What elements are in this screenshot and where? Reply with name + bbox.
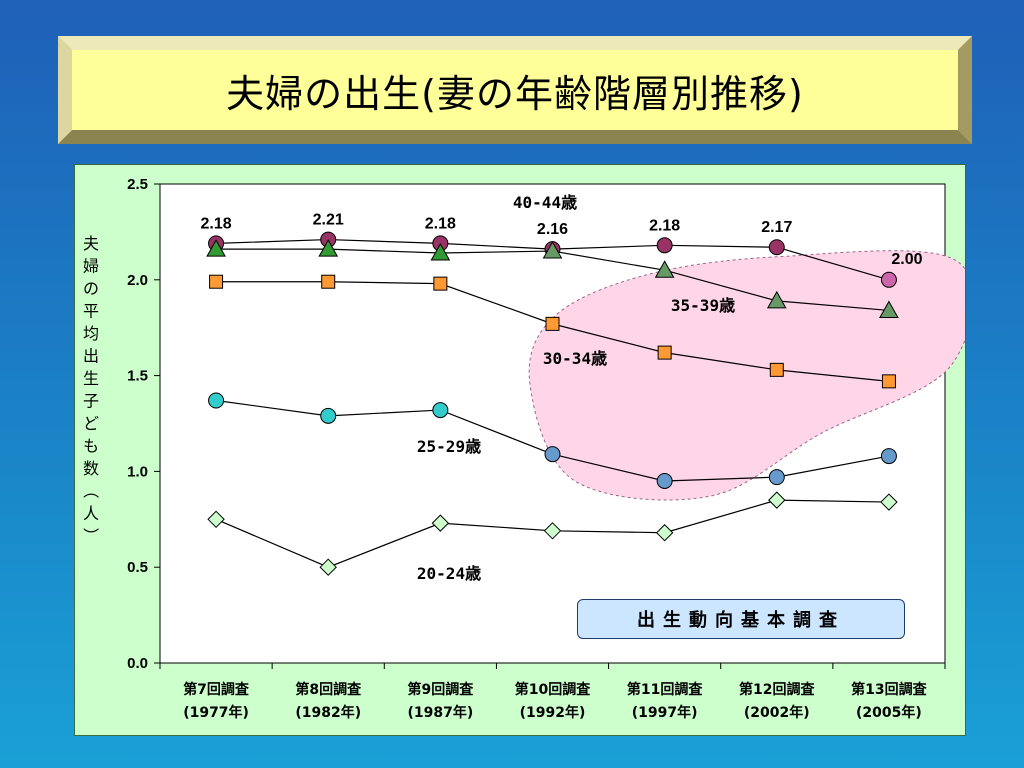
data-point (657, 345, 672, 360)
y-axis-label-char: の (83, 279, 99, 298)
title-bevel-left (58, 36, 72, 144)
data-label: 2.21 (313, 212, 344, 229)
data-label: 2.16 (537, 221, 568, 238)
y-axis-label-char: 数 (83, 459, 99, 478)
y-axis-label-char: 人 (83, 504, 99, 523)
series-label: 35-39歳 (671, 296, 735, 315)
x-tick-label: 第12回調査 (739, 681, 815, 698)
data-point (655, 524, 674, 542)
y-axis-label-char: 子 (83, 392, 99, 411)
series-label: 30-34歳 (543, 349, 607, 368)
y-tick-label: 2.0 (127, 272, 148, 289)
series-label: 25-29歳 (417, 437, 481, 456)
x-tick-label: 第7回調査 (183, 681, 250, 698)
data-point (432, 402, 449, 419)
y-tick-label: 0.0 (127, 655, 148, 672)
x-tick-label-year: (1987年) (407, 704, 473, 721)
data-point (879, 300, 899, 318)
data-point (320, 407, 337, 424)
data-point (543, 522, 562, 540)
series-label: 40-44歳 (513, 193, 577, 212)
data-point (542, 241, 563, 259)
data-point (766, 290, 787, 309)
y-axis-label-char: 婦 (83, 257, 99, 276)
series-label: 20-24歳 (417, 564, 481, 583)
title-face: 夫婦の出生(妻の年齢階層別推移) (72, 50, 958, 130)
data-point (545, 316, 560, 331)
data-label: 2.00 (891, 251, 922, 268)
data-point (433, 276, 448, 291)
data-point (430, 242, 451, 261)
y-tick-label: 1.5 (127, 368, 148, 385)
source-text: 出生動向基本調査 (637, 610, 845, 631)
title-banner: 夫婦の出生(妻の年齢階層別推移) (58, 36, 972, 144)
y-tick-label: 0.5 (127, 559, 148, 576)
data-point (880, 493, 898, 511)
data-label: 2.18 (425, 215, 456, 232)
data-point (880, 448, 897, 465)
data-point (656, 237, 673, 254)
y-axis-label-char: 生 (83, 369, 99, 388)
data-point (318, 239, 339, 257)
data-point (208, 392, 225, 409)
data-point (319, 558, 337, 576)
x-tick-label: 第10回調査 (515, 681, 591, 698)
data-point (880, 271, 897, 288)
source-box: 出生動向基本調査 (577, 599, 905, 639)
title-bevel-bottom (58, 130, 972, 144)
data-point (654, 260, 675, 278)
data-point (321, 274, 336, 289)
x-tick-label: 第13回調査 (851, 681, 927, 698)
x-tick-label-year: (2002年) (744, 704, 810, 721)
data-point (206, 239, 226, 257)
data-point (881, 374, 896, 389)
data-point (431, 514, 450, 532)
data-label: 2.17 (761, 219, 792, 236)
x-tick-label-year: (1992年) (520, 704, 586, 721)
x-tick-label-year: (1977年) (183, 704, 249, 721)
title-bevel-right (958, 36, 972, 144)
data-label: 2.18 (649, 217, 680, 234)
x-tick-label: 第9回調査 (407, 681, 474, 698)
x-tick-label: 第11回調査 (627, 681, 703, 698)
data-point (544, 446, 561, 463)
title-bevel-top (58, 36, 972, 50)
y-axis-label-char: ） (81, 527, 100, 543)
page-title: 夫婦の出生(妻の年齢階層別推移) (226, 71, 804, 116)
y-axis-label-char: 平 (83, 302, 99, 321)
data-point (768, 239, 785, 256)
line-chart: 0.0 0.5 1.0 1.5 2.0 2.5 第7回調査 (1977年) 第8回調査 (1982… (81, 176, 965, 721)
data-point (768, 469, 785, 486)
highlight-region (528, 250, 965, 501)
y-tick-label: 2.5 (127, 176, 148, 193)
y-axis-label-char: 均 (83, 324, 99, 343)
x-tick-label-year: (1997年) (632, 704, 698, 721)
y-axis-label-char: ど (83, 414, 99, 433)
data-point (207, 510, 225, 529)
x-tick-label-year: (2005年) (856, 704, 922, 721)
data-label: 2.18 (201, 215, 232, 232)
data-point (769, 362, 784, 377)
chart-panel: 0.0 0.5 1.0 1.5 2.0 2.5 第7回調査 (1977年) 第8回調査 (1982… (74, 164, 966, 736)
data-point (209, 274, 224, 289)
y-axis-label-char: も (83, 437, 99, 456)
data-point (768, 491, 786, 509)
y-axis-label-char: 出 (83, 347, 99, 366)
x-tick-label: 第8回調査 (295, 681, 362, 698)
data-point (656, 472, 673, 489)
y-axis-label-char: 夫 (83, 234, 99, 253)
y-axis-label-char: （ (81, 482, 100, 498)
y-tick-label: 1.0 (127, 463, 148, 480)
x-tick-label-year: (1982年) (295, 704, 361, 721)
